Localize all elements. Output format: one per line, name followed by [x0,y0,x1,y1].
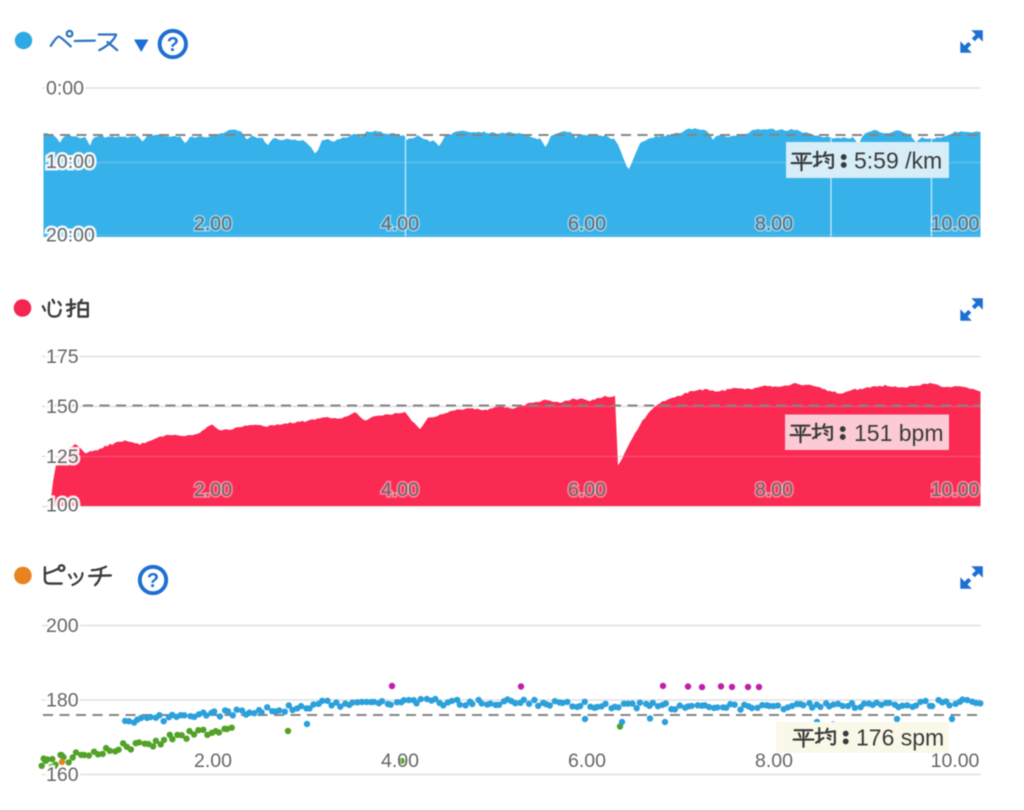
svg-text:6.00: 6.00 [568,213,606,235]
svg-text:?: ? [167,34,179,56]
svg-text:160: 160 [46,764,79,786]
svg-text:2.00: 2.00 [194,479,232,501]
svg-text:?: ? [147,570,159,592]
svg-text:4.00: 4.00 [381,213,419,235]
svg-text:20:00: 20:00 [46,225,95,247]
svg-text:2.00: 2.00 [194,213,232,235]
svg-text:10.00: 10.00 [931,750,980,772]
svg-text:125: 125 [46,446,79,468]
svg-text:6.00: 6.00 [568,750,606,772]
svg-text:200: 200 [46,615,79,637]
svg-text:175: 175 [46,346,79,368]
svg-text:10:00: 10:00 [46,151,95,173]
svg-text:180: 180 [46,690,79,712]
svg-text:151 bpm: 151 bpm [854,420,944,446]
svg-text:8.00: 8.00 [755,213,793,235]
svg-text:4.00: 4.00 [381,479,419,501]
svg-text:10.00: 10.00 [931,213,980,235]
svg-text:8.00: 8.00 [755,479,793,501]
svg-text:8.00: 8.00 [755,750,793,772]
svg-text:100: 100 [46,495,79,517]
svg-text:6.00: 6.00 [568,479,606,501]
svg-text:0:00: 0:00 [46,78,84,100]
svg-text:150: 150 [46,396,79,418]
svg-text:5:59 /km: 5:59 /km [854,148,942,174]
svg-text:10.00: 10.00 [931,479,980,501]
svg-text:176 spm: 176 spm [856,725,944,751]
svg-text:4.00: 4.00 [381,750,419,772]
svg-text:2.00: 2.00 [194,750,232,772]
